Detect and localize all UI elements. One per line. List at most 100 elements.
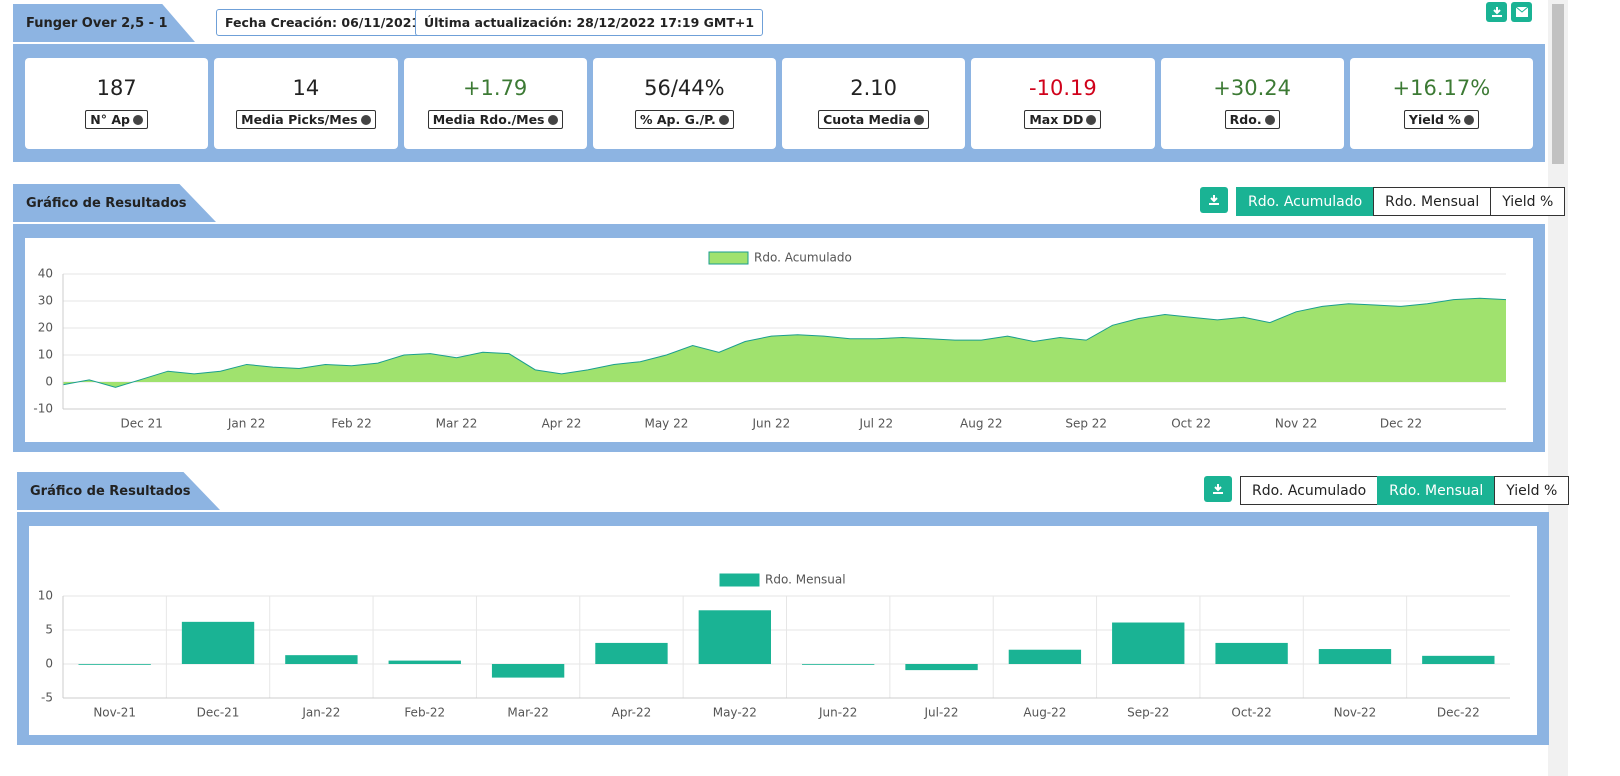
x-tick-label: Dec-21 [197, 706, 240, 720]
x-tick-label: May-22 [713, 706, 757, 720]
stat-value: 14 [292, 76, 320, 100]
stat-card: 187 N° Ap [25, 58, 209, 149]
mode-button[interactable]: Yield % [1494, 476, 1570, 505]
mode-button[interactable]: Yield % [1490, 187, 1566, 216]
mail-icon[interactable] [1511, 2, 1532, 22]
chart-area: -5 0 5 10 Rdo. Mensual Nov-21 Dec-21 Jan-22 Feb-… [29, 526, 1537, 735]
mode-button[interactable]: Rdo. Mensual [1373, 187, 1492, 216]
x-tick-label: Dec 22 [1380, 417, 1422, 431]
chart-mode-buttons: Rdo. Acumulado Rdo. Mensual Yield % [1240, 476, 1570, 505]
info-icon[interactable] [1463, 114, 1474, 125]
bar [698, 610, 771, 664]
legend-label: Rdo. Mensual [765, 573, 846, 587]
chart-download[interactable] [1204, 476, 1232, 502]
info-icon[interactable] [914, 114, 925, 125]
icon [1213, 484, 1223, 494]
stat-value: +1.79 [462, 76, 528, 100]
chart-area: -10 0 10 20 30 40 Rdo. Acumulado Dec 21 Jan 22 Fe… [25, 238, 1533, 442]
strategy-tab: Funger Over 2,5 - 1 [13, 4, 195, 42]
x-tick-label: Jan 22 [227, 417, 266, 431]
x-tick-label: Apr-22 [612, 706, 652, 720]
info-icon[interactable] [132, 114, 143, 125]
x-tick-label: May 22 [644, 417, 688, 431]
stat-label-box[interactable]: % Ap. G./P. [634, 110, 734, 129]
updated-box: Última actualización: 28/12/2022 17:19 G… [415, 9, 764, 36]
stats-cards: 187 N° Ap 14 Media Picks/Mes +1.79 Media Rdo.… [25, 58, 1533, 149]
bar [285, 655, 358, 664]
y-tick-label: 5 [45, 623, 53, 637]
stat-value: 2.10 [850, 76, 897, 100]
y-tick-label: 0 [45, 657, 53, 671]
x-tick-label: Nov-21 [93, 706, 136, 720]
icon [1491, 7, 1502, 17]
x-tick-label: Sep 22 [1065, 417, 1107, 431]
bar [491, 664, 565, 678]
stat-value: 187 [96, 76, 137, 100]
section-title: Gráfico de Resultados [26, 195, 187, 211]
mode-button[interactable]: Rdo. Acumulado [1240, 476, 1379, 505]
download-icon[interactable] [1486, 2, 1507, 22]
scroll-thumb[interactable] [1552, 4, 1564, 164]
stat-card: 14 Media Picks/Mes [214, 58, 398, 149]
stat-label: Rdo. [1229, 112, 1262, 127]
stat-label-box[interactable]: Cuota Media [818, 110, 930, 129]
info-icon[interactable] [718, 114, 729, 125]
x-tick-label: Nov-22 [1334, 706, 1377, 720]
scrollbar[interactable] [1548, 0, 1568, 776]
bar [1422, 655, 1495, 664]
bar [905, 664, 978, 671]
y-tick-label: 30 [38, 294, 53, 308]
section-tab: Gráfico de Resultados [13, 184, 216, 222]
x-tick-label: Jun-22 [818, 706, 857, 720]
legend-swatch [708, 251, 749, 265]
legend-label: Rdo. Acumulado [754, 251, 852, 265]
y-tick-label: -10 [33, 402, 53, 416]
stat-label: Media Rdo./Mes [432, 112, 545, 127]
info-icon[interactable] [1264, 114, 1275, 125]
chart: -5 0 5 10 Rdo. Mensual Nov-21 Dec-21 Jan-22 Feb-… [38, 573, 1510, 720]
info-icon[interactable] [1086, 114, 1097, 125]
x-tick-label: Jul 22 [859, 417, 894, 431]
section-tab: Gráfico de Resultados [17, 472, 220, 510]
y-tick-label: 40 [38, 267, 53, 281]
x-tick-label: Aug 22 [960, 417, 1003, 431]
x-tick-label: Oct 22 [1171, 417, 1211, 431]
y-tick-label: -5 [41, 691, 53, 705]
mode-button[interactable]: Rdo. Mensual [1377, 476, 1496, 505]
stat-label-box[interactable]: Yield % [1403, 110, 1479, 129]
x-tick-label: Dec-22 [1437, 706, 1480, 720]
stat-label-box[interactable]: N° Ap [85, 110, 148, 129]
chart-download[interactable] [1200, 187, 1228, 213]
stat-card: 56/44% % Ap. G./P. [592, 58, 776, 149]
x-tick-label: Feb-22 [404, 706, 445, 720]
x-tick-label: Dec 21 [121, 417, 163, 431]
created-date: Fecha Creación: 06/11/2021 [225, 15, 421, 30]
chart-mode-buttons: Rdo. Acumulado Rdo. Mensual Yield % [1236, 187, 1566, 216]
stat-label-box[interactable]: Max DD [1024, 110, 1102, 129]
bar [1215, 642, 1288, 664]
x-tick-label: Jan-22 [301, 706, 340, 720]
stat-label: Cuota Media [823, 112, 912, 127]
bar [802, 664, 875, 665]
y-tick-label: 10 [38, 589, 53, 603]
bar [181, 621, 255, 664]
stat-label-box[interactable]: Rdo. [1224, 110, 1280, 129]
info-icon[interactable] [547, 114, 558, 125]
x-tick-label: Jul-22 [923, 706, 958, 720]
x-tick-label: Apr 22 [542, 417, 582, 431]
stat-card: +30.24 Rdo. [1160, 58, 1344, 149]
bar [78, 664, 151, 665]
stat-label-box[interactable]: Media Picks/Mes [236, 110, 376, 129]
info-icon[interactable] [360, 114, 371, 125]
legend-swatch [719, 573, 760, 587]
x-tick-label: Mar-22 [507, 706, 548, 720]
mode-button[interactable]: Rdo. Acumulado [1236, 187, 1375, 216]
line [62, 297, 1507, 388]
bar [1112, 622, 1185, 664]
stat-value: -10.19 [1029, 76, 1097, 100]
stat-label-box[interactable]: Media Rdo./Mes [427, 110, 563, 129]
updated-date: Última actualización: 28/12/2022 17:19 G… [424, 15, 755, 30]
x-tick-label: Oct-22 [1231, 706, 1271, 720]
y-tick-label: 0 [45, 375, 53, 389]
